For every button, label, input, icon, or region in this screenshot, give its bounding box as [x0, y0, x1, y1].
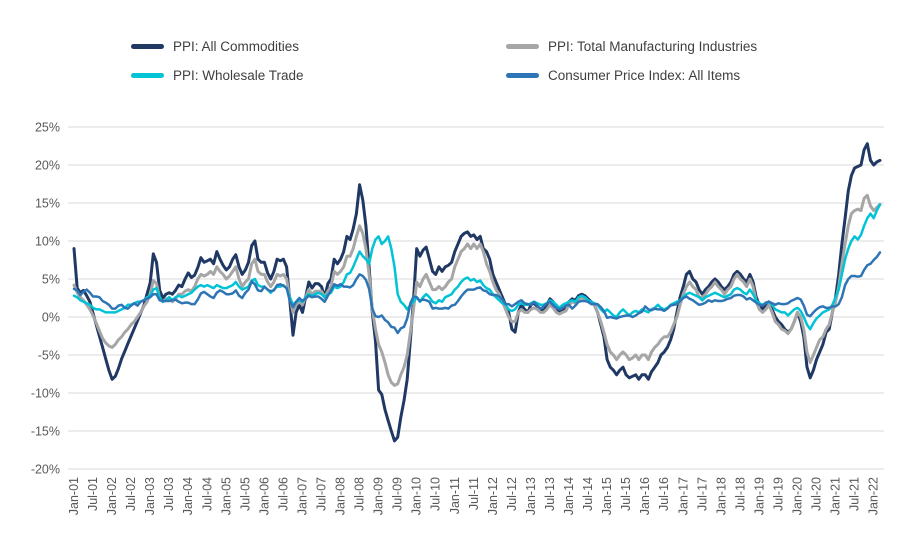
- x-tick-label: Jan-02: [105, 477, 119, 515]
- x-tick-label: Jul-02: [124, 477, 138, 511]
- x-tick-label: Jan-04: [181, 477, 195, 515]
- x-tick-label: Jan-15: [600, 477, 614, 515]
- legend-label: PPI: Total Manufacturing Industries: [548, 38, 758, 54]
- x-tick-label: Jan-16: [638, 477, 652, 515]
- y-tick-label: -5%: [38, 349, 60, 363]
- y-tick-label: 25%: [35, 121, 60, 135]
- y-tick-label: -10%: [31, 387, 60, 401]
- legend-marker-navy: [131, 43, 164, 49]
- x-tick-label: Jul-05: [238, 477, 252, 511]
- x-tick-label: Jul-12: [505, 477, 519, 511]
- x-tick-label: Jan-22: [867, 477, 881, 515]
- legend-marker-gray: [506, 43, 539, 49]
- x-tick-label: Jan-07: [296, 477, 310, 515]
- x-tick-label: Jan-06: [257, 477, 271, 515]
- x-tick-label: Jul-08: [353, 477, 367, 511]
- x-tick-label: Jan-13: [524, 477, 538, 515]
- x-tick-label: Jul-07: [315, 477, 329, 511]
- x-tick-label: Jul-15: [619, 477, 633, 511]
- legend-item-ppi-wholesale-trade: PPI: Wholesale Trade: [131, 67, 304, 83]
- x-tick-label: Jan-18: [714, 477, 728, 515]
- y-tick-label: 10%: [35, 235, 60, 249]
- x-tick-label: Jul-13: [543, 477, 557, 511]
- x-tick-label: Jul-18: [733, 477, 747, 511]
- legend-item-ppi-total-manufacturing: PPI: Total Manufacturing Industries: [506, 38, 757, 54]
- x-tick-label: Jan-20: [791, 477, 805, 515]
- legend-marker-blue: [506, 72, 539, 78]
- y-tick-label: -15%: [31, 425, 60, 439]
- x-tick-label: Jan-08: [334, 477, 348, 515]
- series-line-consumer-price-index-all-items: [72, 251, 882, 335]
- legend-label: PPI: All Commodities: [173, 38, 300, 54]
- y-tick-label: 5%: [42, 273, 60, 287]
- x-tick-label: Jul-03: [162, 477, 176, 511]
- x-tick-label: Jan-19: [752, 477, 766, 515]
- x-tick-label: Jan-14: [562, 477, 576, 515]
- legend-item-cpi-all-items: Consumer Price Index: All Items: [506, 67, 740, 83]
- x-tick-label: Jul-21: [848, 477, 862, 511]
- series-line-ppi-total-manufacturing-industries: [72, 193, 882, 387]
- x-tick-label: Jul-11: [467, 477, 481, 510]
- x-tick-label: Jul-09: [391, 477, 405, 511]
- x-tick-label: Jan-17: [676, 477, 690, 515]
- x-tick-label: Jul-14: [581, 477, 595, 511]
- x-tick-label: Jul-16: [657, 477, 671, 511]
- y-tick-label: -20%: [31, 463, 60, 477]
- x-tick-label: Jul-10: [429, 477, 443, 511]
- x-tick-label: Jan-12: [486, 477, 500, 515]
- x-tick-label: Jan-09: [372, 477, 386, 515]
- series-line-ppi-all-commodities: [72, 142, 882, 443]
- x-tick-label: Jan-10: [410, 477, 424, 515]
- x-tick-label: Jan-11: [448, 477, 462, 514]
- x-tick-label: Jul-17: [695, 477, 709, 511]
- x-tick-label: Jul-01: [86, 477, 100, 511]
- legend-label: Consumer Price Index: All Items: [548, 67, 741, 83]
- x-tick-label: Jan-05: [219, 477, 233, 515]
- x-tick-label: Jan-03: [143, 477, 157, 515]
- series-line-ppi-wholesale-trade: [72, 203, 882, 331]
- x-tick-label: Jul-20: [810, 477, 824, 511]
- y-tick-label: 0%: [42, 311, 60, 325]
- y-tick-label: 15%: [35, 197, 60, 211]
- x-tick-label: Jan-21: [829, 477, 843, 515]
- legend-marker-cyan: [131, 72, 164, 78]
- x-tick-label: Jul-04: [200, 477, 214, 511]
- y-tick-label: 20%: [35, 159, 60, 173]
- x-tick-label: Jul-19: [772, 477, 786, 511]
- legend-label: PPI: Wholesale Trade: [173, 67, 304, 83]
- legend-item-ppi-all-commodities: PPI: All Commodities: [131, 38, 299, 54]
- x-tick-label: Jul-06: [276, 477, 290, 511]
- x-tick-label: Jan-01: [67, 477, 81, 515]
